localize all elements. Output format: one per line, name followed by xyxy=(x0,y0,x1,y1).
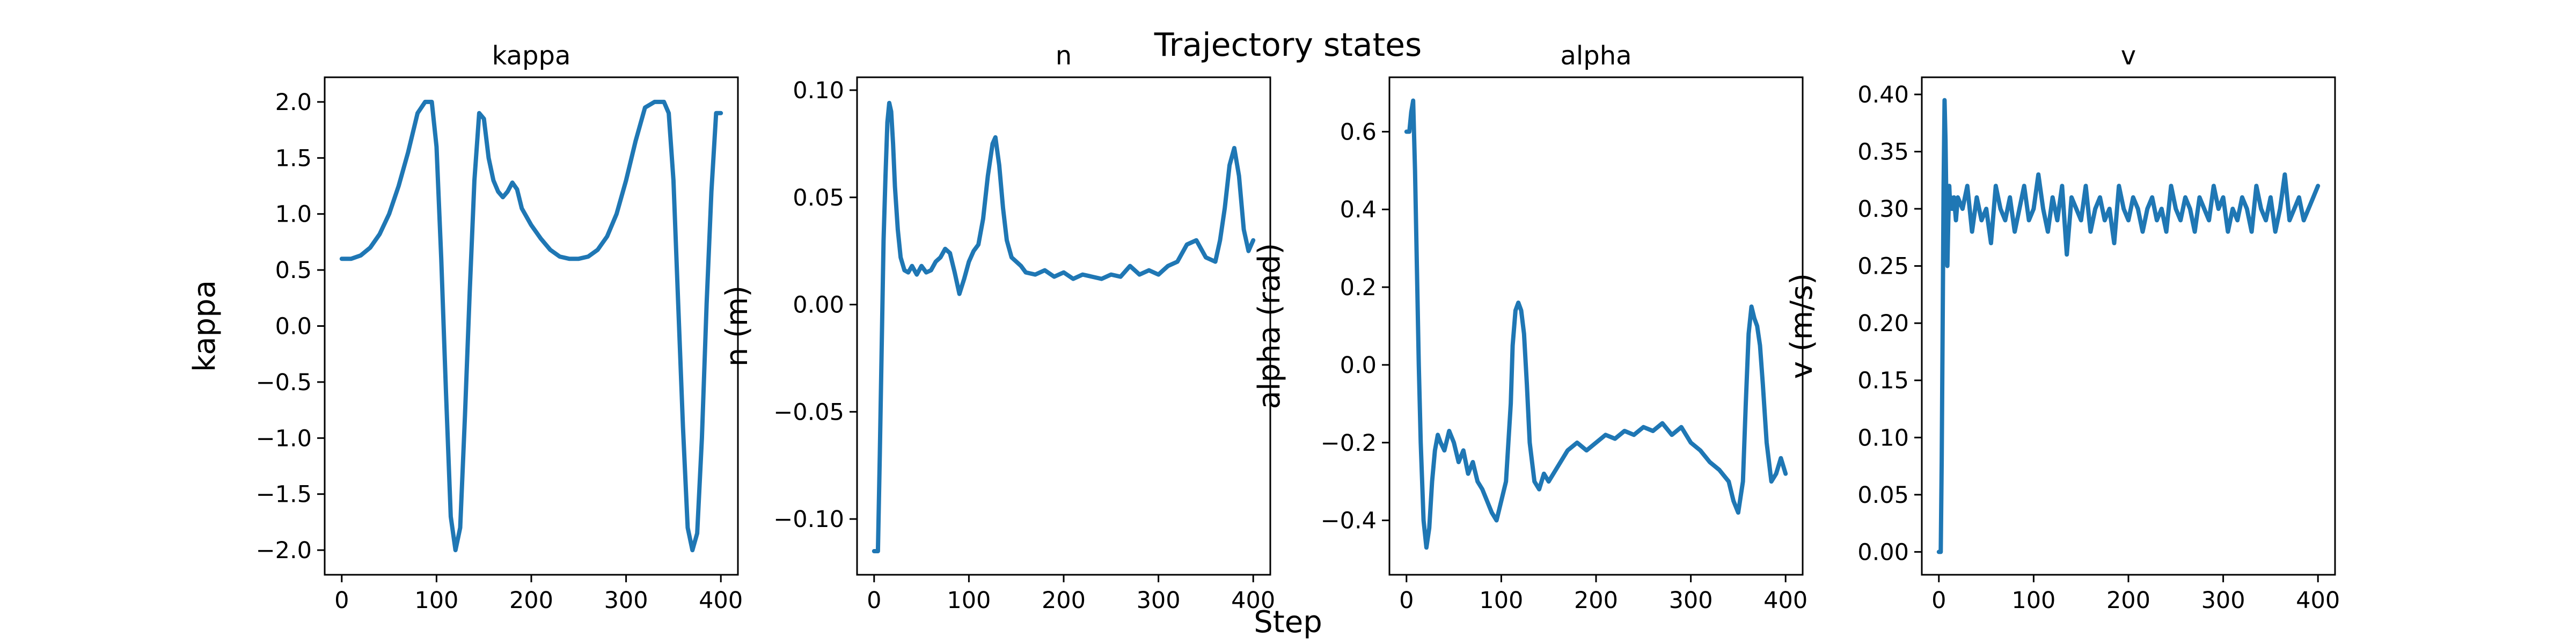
alpha-x-tick-label: 100 xyxy=(1479,587,1523,614)
n-y-tick-label: 0.10 xyxy=(793,77,844,104)
kappa-y-tick-label: 0.5 xyxy=(275,257,312,284)
kappa-series-line xyxy=(339,99,723,553)
alpha-y-tick-label: 0.4 xyxy=(1340,196,1377,223)
n-x-tick-label: 400 xyxy=(1231,587,1275,614)
v-y-tick-label: 0.20 xyxy=(1857,310,1909,337)
figure-title: Trajectory states xyxy=(1154,26,1422,64)
n-y-tick-label: −0.10 xyxy=(773,506,844,533)
kappa-x-tick-label: 100 xyxy=(414,587,458,614)
kappa-y-tick-label: 0.0 xyxy=(275,313,312,340)
kappa-x-tick-label: 200 xyxy=(509,587,553,614)
n-title: n xyxy=(1056,41,1072,71)
alpha-x-tick-label: 300 xyxy=(1669,587,1713,614)
kappa-x-tick-label: 400 xyxy=(699,587,743,614)
shared-x-axis-label: Step xyxy=(1254,605,1322,640)
kappa-y-tick-label: 1.5 xyxy=(275,145,312,172)
v-x-tick-label: 200 xyxy=(2106,587,2150,614)
subplot-panels: kappa kappa 0 100 200 300 400 −2.0 −1.5 −1.0 −0.5 0… xyxy=(187,41,2340,614)
alpha-y-tick-label: 0.0 xyxy=(1340,352,1377,379)
kappa-y-tick-label: −0.5 xyxy=(256,369,312,396)
panel-alpha: alpha alpha (rad) 0 100 200 300 400 −0.4 −0.2 0.0… xyxy=(1252,41,1807,614)
v-y-tick-label: 0.25 xyxy=(1857,253,1909,280)
kappa-x-tick-label: 300 xyxy=(604,587,648,614)
v-x-tick-label: 100 xyxy=(2011,587,2055,614)
n-y-tick-label: −0.05 xyxy=(773,399,844,426)
v-x-tick-label: 400 xyxy=(2296,587,2340,614)
n-y-tick-label: 0.00 xyxy=(793,292,844,319)
n-x-tick-label: 300 xyxy=(1137,587,1181,614)
kappa-y-tick-label: 2.0 xyxy=(275,89,312,116)
kappa-y-tick-label: −2.0 xyxy=(256,537,312,564)
v-title: v xyxy=(2121,41,2136,71)
n-series-line xyxy=(872,100,1256,553)
panel-kappa: kappa kappa 0 100 200 300 400 −2.0 −1.5 −1.0 −0.5 0… xyxy=(187,41,743,614)
v-series-line xyxy=(1936,98,2321,554)
v-y-tick-label: 0.00 xyxy=(1857,539,1909,566)
kappa-title: kappa xyxy=(492,41,571,71)
kappa-y-axis-label: kappa xyxy=(187,280,222,372)
v-y-axis-label: v (m/s) xyxy=(1784,273,1819,379)
v-y-tick-label: 0.15 xyxy=(1857,368,1909,394)
panel-n: n n (m) 0 100 200 300 400 −0.10 −0.05 0.00 0.05 0.1… xyxy=(720,41,1275,614)
n-x-tick-label: 0 xyxy=(867,587,881,614)
alpha-title: alpha xyxy=(1560,41,1631,71)
alpha-y-tick-label: 0.2 xyxy=(1340,274,1377,301)
kappa-y-tick-label: −1.0 xyxy=(256,425,312,452)
alpha-y-axis-label: alpha (rad) xyxy=(1252,243,1287,409)
alpha-x-tick-label: 0 xyxy=(1399,587,1414,614)
v-y-tick-label: 0.30 xyxy=(1857,196,1909,223)
alpha-x-tick-label: 200 xyxy=(1574,587,1618,614)
alpha-x-tick-label: 400 xyxy=(1763,587,1807,614)
v-y-tick-label: 0.35 xyxy=(1857,139,1909,166)
kappa-y-tick-label: 1.0 xyxy=(275,201,312,228)
n-y-axis-label: n (m) xyxy=(720,286,755,367)
panel-v: v v (m/s) 0 100 200 300 400 0.00 0.05 0.10 0.15 0.2… xyxy=(1784,41,2340,614)
n-x-tick-label: 100 xyxy=(947,587,991,614)
v-y-tick-label: 0.40 xyxy=(1857,82,1909,108)
v-x-tick-label: 0 xyxy=(1931,587,1946,614)
kappa-y-tick-label: −1.5 xyxy=(256,481,312,508)
alpha-y-tick-label: −0.4 xyxy=(1321,508,1377,535)
n-y-tick-label: 0.05 xyxy=(793,185,844,211)
alpha-series-line xyxy=(1404,98,1788,550)
v-y-tick-label: 0.05 xyxy=(1857,482,1909,509)
alpha-y-tick-label: 0.6 xyxy=(1340,119,1377,145)
alpha-y-tick-label: −0.2 xyxy=(1321,430,1377,457)
v-y-tick-label: 0.10 xyxy=(1857,425,1909,451)
v-x-tick-label: 300 xyxy=(2201,587,2245,614)
kappa-x-tick-label: 0 xyxy=(334,587,349,614)
n-x-tick-label: 200 xyxy=(1042,587,1086,614)
